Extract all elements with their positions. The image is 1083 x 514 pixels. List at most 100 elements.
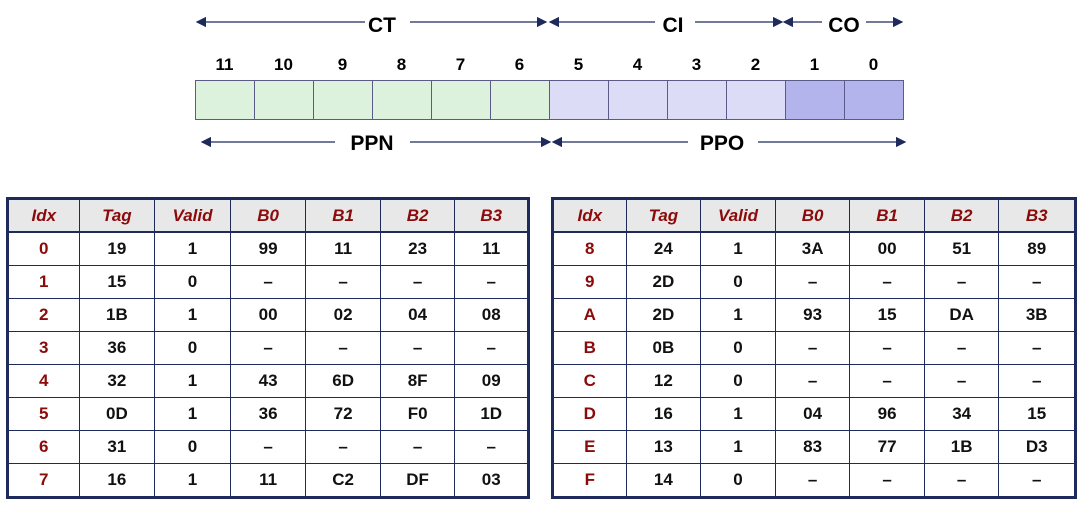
- table-cell: 0: [154, 265, 231, 299]
- bit-number: 7: [455, 55, 466, 74]
- bit-number: 0: [868, 55, 879, 74]
- column-header: B3: [998, 198, 1076, 233]
- table-row: D 16 1 04 96 34 15: [552, 397, 1076, 431]
- table-cell: 89: [998, 231, 1076, 266]
- table-cell: 0: [700, 364, 776, 398]
- table-cell: 36: [78, 331, 156, 365]
- table-cell: 0D: [78, 397, 156, 431]
- bit-cell-6: [491, 81, 550, 119]
- table-cell: 0: [154, 331, 231, 365]
- bit-cell-2: [727, 81, 786, 119]
- table-cell: –: [305, 265, 381, 299]
- table-cell: 08: [454, 298, 529, 332]
- table-cell: 1B: [923, 430, 1000, 464]
- table-cell: 1: [700, 430, 776, 464]
- table-cell: –: [454, 265, 529, 299]
- table-cell: 11: [454, 231, 529, 266]
- table-cell: –: [774, 463, 851, 498]
- bit-number: 9: [337, 55, 348, 74]
- set-index-cell: 3: [7, 331, 80, 365]
- bit-cell-10: [255, 81, 314, 119]
- table-header-row: Idx Tag Valid B0 B1 B2 B3: [552, 198, 1076, 233]
- table-cell: 0: [700, 331, 776, 365]
- column-header: Tag: [78, 198, 156, 233]
- table-cell: 77: [849, 430, 925, 464]
- table-cell: 3A: [774, 231, 851, 266]
- set-index-cell: 2: [7, 298, 80, 332]
- table-cell: D3: [998, 430, 1076, 464]
- table-row: 6 31 0– – – –: [7, 430, 529, 464]
- table-cell: –: [305, 331, 381, 365]
- table-cell: –: [379, 331, 456, 365]
- table-row: B 0B 0– – – –: [552, 331, 1076, 365]
- table-row: 7 16 1 11 C2 DF 03: [7, 463, 529, 498]
- table-cell: –: [998, 331, 1076, 365]
- set-index-cell: C: [552, 364, 627, 398]
- table-cell: 1: [154, 364, 231, 398]
- table-cell: 6D: [305, 364, 381, 398]
- set-index-cell: 4: [7, 364, 80, 398]
- column-header: B1: [305, 198, 381, 233]
- table-cell: 1: [154, 397, 231, 431]
- table-row: F 14 0– – – –: [552, 463, 1076, 498]
- bit-cell-8: [373, 81, 432, 119]
- set-index-cell: 6: [7, 430, 80, 464]
- bit-cell-1: [786, 81, 845, 119]
- table-cell: –: [998, 364, 1076, 398]
- table-cell: 93: [774, 298, 851, 332]
- column-header: B0: [229, 198, 307, 233]
- bit-number: 6: [514, 55, 525, 74]
- table-row: 9 2D 0– – – –: [552, 265, 1076, 299]
- table-cell: 02: [305, 298, 381, 332]
- table-row: 5 0D 1 36 72 F0 1D: [7, 397, 529, 431]
- table-cell: DF: [379, 463, 456, 498]
- table-cell: –: [998, 265, 1076, 299]
- table-cell: –: [774, 331, 851, 365]
- table-header-row: Idx Tag Valid B0 B1 B2 B3: [7, 198, 529, 233]
- table-row: 4 32 1 43 6D 8F 09: [7, 364, 529, 398]
- set-index-cell: 8: [552, 231, 627, 266]
- table-row: 8 24 1 3A 00 51 89: [552, 231, 1076, 266]
- table-cell: –: [849, 265, 925, 299]
- table-cell: 96: [849, 397, 925, 431]
- table-row: C 12 0– – – –: [552, 364, 1076, 398]
- table-cell: –: [379, 265, 456, 299]
- table-cell: 1: [700, 231, 776, 266]
- table-cell: 34: [923, 397, 1000, 431]
- bit-number: 10: [274, 55, 293, 74]
- column-header: Idx: [552, 198, 627, 233]
- table-cell: 0B: [625, 331, 702, 365]
- column-header: Idx: [7, 198, 80, 233]
- table-cell: –: [454, 331, 529, 365]
- table-cell: 15: [78, 265, 156, 299]
- table-cell: 1: [154, 298, 231, 332]
- bit-number: 1: [809, 55, 820, 74]
- column-header: B2: [923, 198, 1000, 233]
- table-cell: 2D: [625, 265, 702, 299]
- table-cell: 51: [923, 231, 1000, 266]
- table-cell: 1: [700, 298, 776, 332]
- table-cell: 19: [78, 231, 156, 266]
- bit-number: 11: [215, 55, 234, 74]
- set-index-cell: D: [552, 397, 627, 431]
- table-cell: 13: [625, 430, 702, 464]
- ci-label: CI: [662, 14, 684, 37]
- table-cell: 15: [998, 397, 1076, 431]
- bit-cell-7: [432, 81, 491, 119]
- ppo-label: PPO: [699, 132, 745, 155]
- column-header: Valid: [700, 198, 776, 233]
- table-cell: C2: [305, 463, 381, 498]
- column-header: Valid: [154, 198, 231, 233]
- set-index-cell: 5: [7, 397, 80, 431]
- bit-cell-5: [550, 81, 609, 119]
- table-row: 3 36 0– – – –: [7, 331, 529, 365]
- table-cell: –: [849, 331, 925, 365]
- table-cell: 36: [229, 397, 307, 431]
- table-cell: F0: [379, 397, 456, 431]
- bit-number: 2: [750, 55, 761, 74]
- set-index-cell: 1: [7, 265, 80, 299]
- set-index-cell: 7: [7, 463, 80, 498]
- table-cell: 31: [78, 430, 156, 464]
- table-cell: –: [305, 430, 381, 464]
- ct-label: CT: [368, 14, 396, 37]
